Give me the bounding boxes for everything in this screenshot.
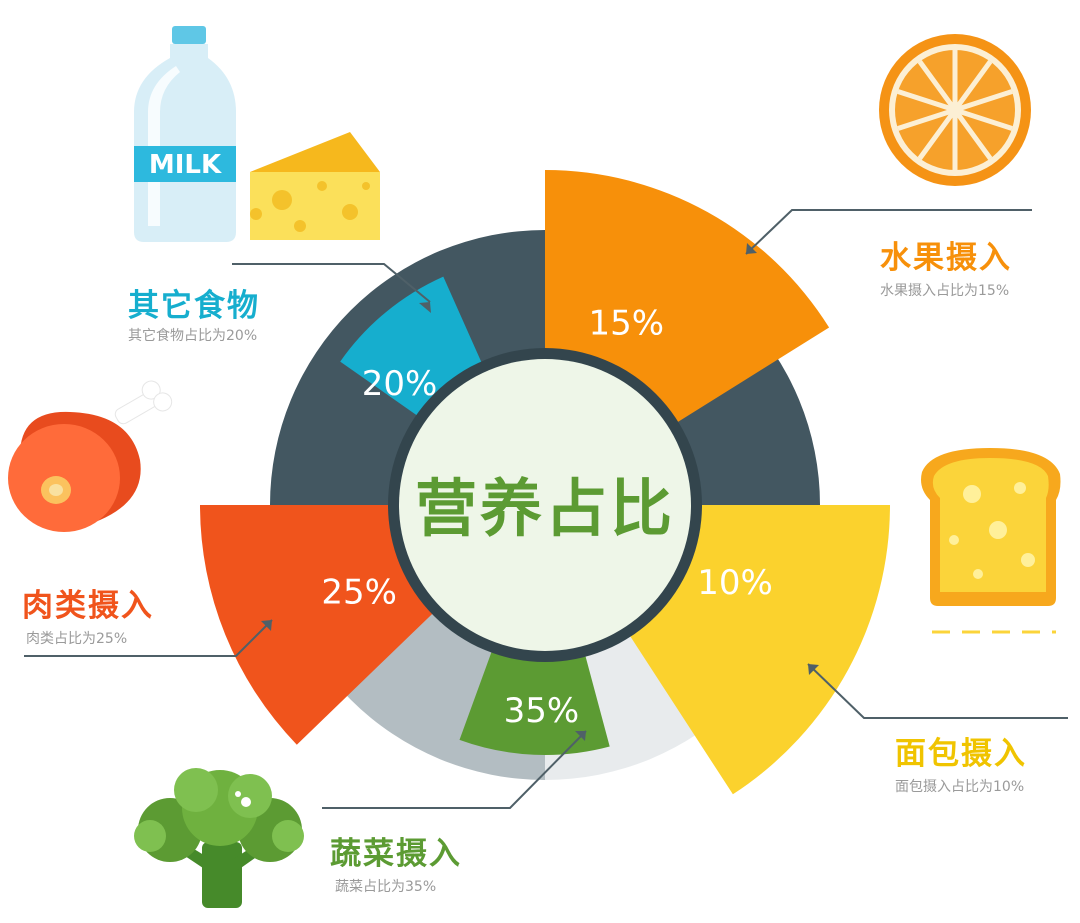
orange-segment-line <box>917 60 958 112</box>
other-title: 其它食物 <box>128 288 260 324</box>
leader-line-other <box>232 263 431 303</box>
leader-line-bread <box>807 663 1068 719</box>
orange-segment-line <box>917 108 958 160</box>
sector-label-meat: 25% <box>321 573 397 613</box>
leader-arrowheads <box>261 243 819 741</box>
orange-segment-line <box>952 60 993 112</box>
arrowhead-meat <box>261 620 272 631</box>
milk-label: MILK <box>149 150 222 180</box>
sector-label-bread: 10% <box>697 563 773 603</box>
fruit-title: 水果摄入 <box>880 240 1012 276</box>
orange-segment-line <box>952 108 993 160</box>
center-disc: 营养占比 <box>388 348 702 662</box>
sector-label-other: 20% <box>362 364 438 404</box>
orange-segment-line <box>954 107 1013 131</box>
arrowhead-fruit <box>746 243 757 254</box>
orange-segment-line <box>954 89 1013 113</box>
milk-bottle-icon: MILK <box>134 26 236 242</box>
center-title: 营养占比 <box>415 472 675 545</box>
arrowhead-other <box>419 302 431 313</box>
leader-line-fruit <box>745 209 1032 255</box>
sector-bread <box>626 505 890 795</box>
leader-line-veg <box>322 730 587 809</box>
bread-title: 面包摄入 <box>895 736 1027 772</box>
leader-lines <box>24 209 1068 809</box>
meat-desc: 肉类占比为25% <box>26 631 128 647</box>
fruit-desc: 水果摄入占比为15% <box>880 283 1010 299</box>
pie-sectors: 15% 10% 35% 25% 20% <box>199 170 890 795</box>
orange-slice-icon <box>879 34 1031 186</box>
sector-label-fruit: 15% <box>589 303 665 343</box>
arrowhead-bread <box>808 664 819 675</box>
veg-desc: 蔬菜占比为35% <box>335 879 437 895</box>
cheese-icon <box>250 132 380 240</box>
bread-desc: 面包摄入占比为10% <box>895 779 1025 795</box>
sector-label-veg: 35% <box>504 691 580 731</box>
sector-fruit <box>545 170 830 426</box>
orange-segment-line <box>897 107 956 131</box>
veg-title: 蔬菜摄入 <box>330 836 462 872</box>
bread-slice-icon <box>921 448 1061 634</box>
broccoli-icon <box>134 768 304 908</box>
arrowhead-veg <box>575 731 586 741</box>
meat-title: 肉类摄入 <box>22 588 154 624</box>
center-circle <box>399 359 691 651</box>
leader-line-meat <box>24 619 273 657</box>
ham-icon <box>8 380 173 532</box>
sector-meat <box>199 505 438 745</box>
sector-veg <box>459 646 610 755</box>
other-desc: 其它食物占比为20% <box>128 328 258 344</box>
orange-segment-line <box>897 89 956 113</box>
